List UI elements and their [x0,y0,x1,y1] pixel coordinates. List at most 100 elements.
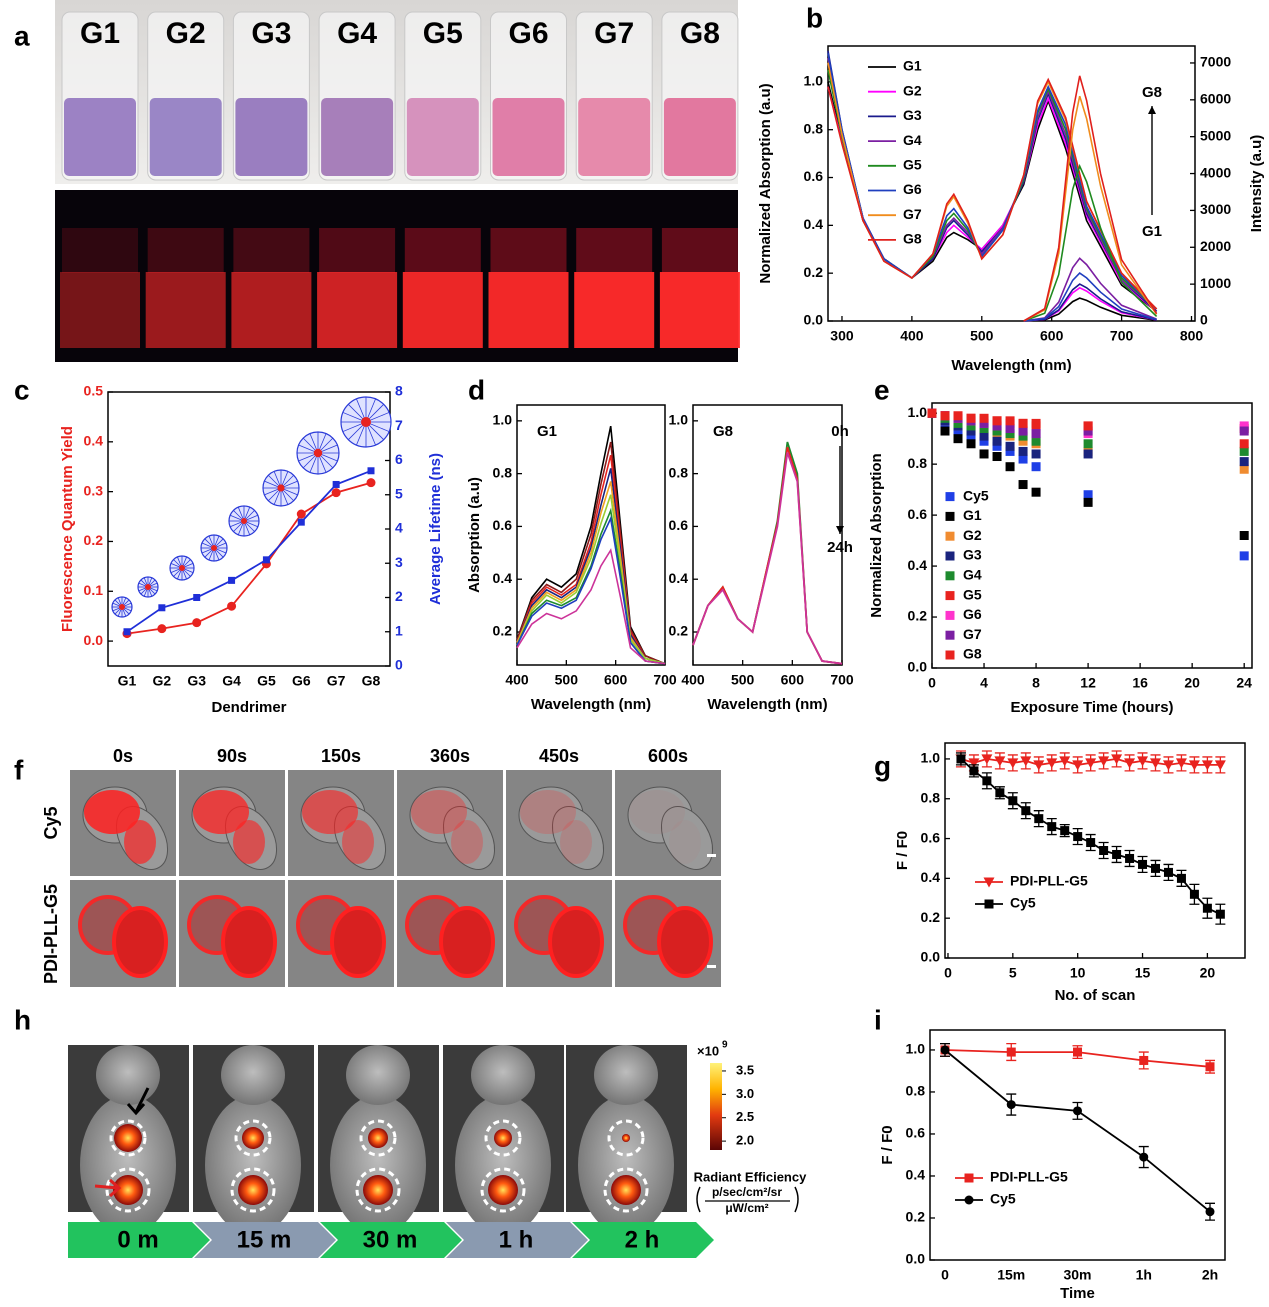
vial-liquid [663,98,736,176]
marker [227,601,237,611]
marker [1151,863,1161,873]
sample-label: G3 [251,17,291,50]
x-tick-label: 20 [1200,965,1216,981]
y2-tick-label: 2 [395,588,403,604]
x-tick-label: 15m [997,1267,1025,1283]
panel-label: a [14,20,30,51]
x-tick-label: 400 [681,672,705,688]
marker [1018,446,1028,456]
y-axis-label: Normalized Absorption [868,453,885,617]
time-label: 360s [430,746,470,766]
dendrimer-core [277,484,285,492]
y2-tick-label: 5 [395,485,403,501]
annotation-arrowhead [1148,106,1156,114]
time-label: 30 m [363,1226,418,1253]
series-line [126,481,372,635]
series-line [516,455,666,665]
marker [1239,446,1249,456]
x-tick-label: 800 [1180,328,1204,344]
marker [945,551,955,561]
vial-glow-top [404,228,481,273]
marker [1031,462,1041,472]
marker [1073,832,1083,842]
marker [1033,760,1045,771]
marker [1188,760,1200,771]
vial-glow-top [576,228,653,273]
x-tick-label: 700 [830,672,854,688]
marker [994,756,1006,767]
x-tick-label: 8 [1032,675,1040,691]
y2-tick-label: 4 [395,520,403,536]
legend-label: G6 [963,606,982,622]
legend-label: Cy5 [990,1191,1016,1207]
marker [1239,426,1249,436]
legend-label: G7 [903,206,922,222]
marker [1020,756,1032,767]
marker [1072,760,1084,771]
marker [1008,796,1018,806]
legend-label: G8 [903,231,922,247]
annotation-arrowhead [836,526,844,534]
legend-label: G1 [963,507,982,523]
marker [1031,436,1041,446]
marker [1018,436,1028,446]
marker [123,628,131,636]
y-axis-label: F / F0 [894,831,911,870]
roi [480,1167,526,1213]
sample-label: G5 [423,17,463,50]
hotspot [363,1175,393,1205]
vial-glow-top [62,228,138,273]
y2-tick-label: 3 [395,554,403,570]
marker [1046,758,1058,769]
chart: G8 0.2 0.4 0.6 0.8 1.0 400 500 600 700Wavelength … [669,404,854,713]
marker [1205,1062,1215,1072]
x-axis-label: Dendrimer [211,699,286,716]
x-tick-label: 10 [1070,965,1086,981]
marker [1018,431,1028,441]
marker [1239,531,1249,540]
panel-label: e [874,374,890,405]
vial-glow [402,272,483,348]
series-line [126,469,372,633]
y-tick-label: 0.8 [669,464,689,480]
hotspot [494,1129,512,1147]
vial-glow-top [147,228,224,273]
time-chevron [68,1222,210,1258]
roi [607,1119,645,1157]
vial-liquid [578,98,651,176]
marker [1021,806,1031,816]
time-label: 1 h [499,1226,534,1253]
legend-label: G5 [963,586,982,602]
marker [1201,760,1213,771]
marker [1138,859,1148,869]
x-tick-label: 15 [1135,965,1151,981]
cy5-signal [193,790,249,834]
y-tick-label: 0.4 [493,570,513,586]
x-tick-label: 20 [1184,675,1200,691]
cell [112,906,168,978]
y-tick-label: 0.6 [804,168,824,184]
mouse-body [80,1095,176,1235]
dendrimer-core [361,417,371,427]
marker [1059,756,1071,767]
x-tick-label: 30m [1063,1267,1091,1283]
mouse-head [96,1045,160,1105]
colorbar-title: Radiant Efficiency [694,1169,807,1184]
mouse-head [221,1045,285,1105]
marker [1239,457,1249,467]
cy5-signal [84,790,140,834]
panel-label: f [14,754,24,785]
vial-liquid [406,98,479,176]
x-tick-label: G3 [187,673,206,689]
x-tick-label: 600 [1040,328,1064,344]
y-axis-label: Absorption (a.u) [466,477,483,593]
sample-label: G6 [508,17,548,50]
cell [657,906,713,978]
time-chevron [446,1222,588,1258]
y-tick-label: 0.0 [908,659,928,675]
x-tick-label: 24 [1236,675,1252,691]
panel-label: h [14,1004,31,1035]
marker [992,441,1002,451]
marker [966,413,976,423]
